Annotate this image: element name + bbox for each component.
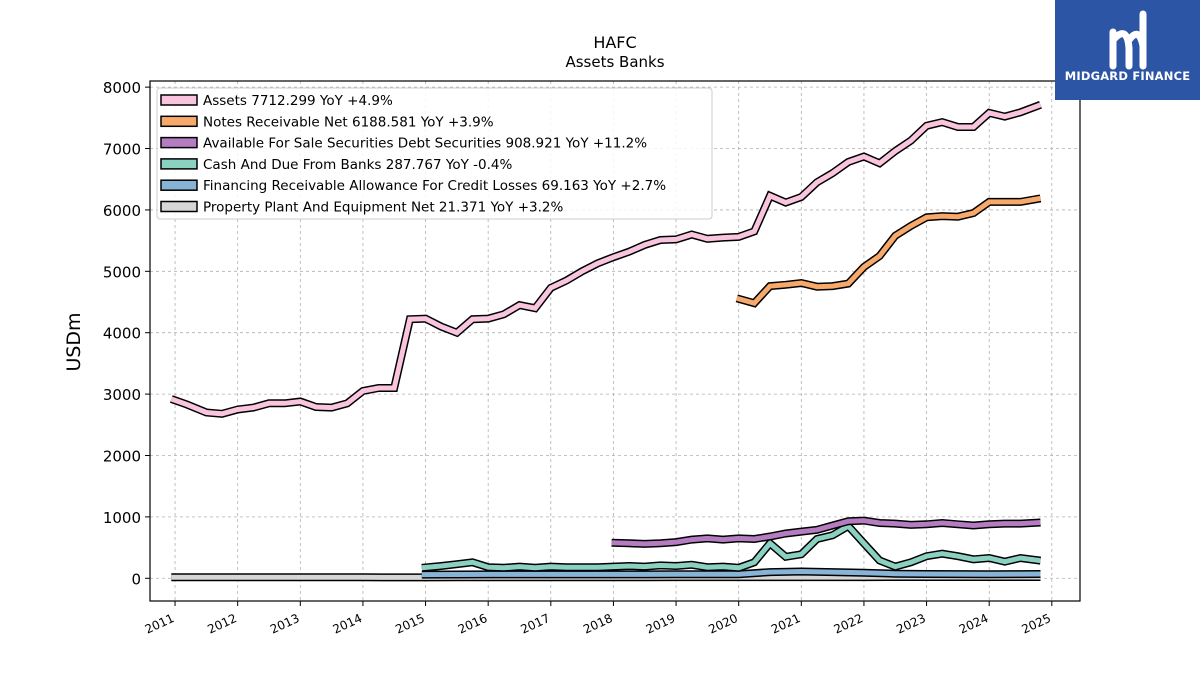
legend-swatch [160,179,198,191]
series-line [421,522,1041,571]
series-lines [169,101,1042,582]
series-line [421,568,1041,578]
axes: 0 1000 2000 3000 4000 5000 6000 7000 8000 2011 201… [103,79,1053,636]
x-tick-label: 2023 [894,611,928,637]
legend-swatch [160,136,198,149]
x-tick-label: 2018 [581,611,615,637]
plot-frame [149,80,1081,602]
legend-swatch [160,158,198,170]
legend-swatch [160,94,198,106]
brand-logo: MIDGARD FINANCE [1055,0,1200,100]
x-tick-label: 2012 [205,611,239,637]
y-tick-label: 1000 [103,509,141,527]
x-tick-label: 2015 [393,611,427,637]
x-tick-label: 2021 [769,611,803,637]
y-tick-label: 3000 [103,386,141,404]
series-line [736,195,1041,307]
brand-logo-text: MIDGARD FINANCE [1064,69,1191,83]
legend-label: Available For Sale Securities Debt Secur… [203,136,647,152]
y-tick-label: 5000 [103,263,141,281]
legend-label: Notes Receivable Net 6188.581 YoY +3.9% [203,114,494,130]
series-line [170,102,1042,417]
y-tick-label: 6000 [103,202,141,220]
x-tick-label: 2011 [143,611,177,637]
chart-title: HAFC [593,33,636,52]
legend-label: Property Plant And Equipment Net 21.371 … [203,200,563,216]
y-tick-label: 0 [131,570,141,588]
legend-box [156,87,713,220]
series-line [611,518,1041,547]
x-tick-label: 2014 [331,611,365,637]
x-tick-label: 2017 [518,611,552,637]
chart-subtitle: Assets Banks [565,53,664,71]
y-axis-label: USDm [63,312,85,371]
series-outline [421,521,1042,572]
legend-label: Assets 7712.299 YoY +4.9% [203,93,393,109]
legend-label: Financing Receivable Allowance For Credi… [203,178,666,194]
x-tick-label: 2020 [706,611,740,637]
legend-swatch [160,200,198,213]
x-tick-label: 2016 [456,611,490,637]
x-tick-label: 2024 [957,611,991,637]
y-tick-label: 7000 [103,141,141,159]
legend: Assets 7712.299 YoY +4.9% Notes Receivabl… [156,87,713,220]
brand-logo-icon [1109,10,1147,70]
y-tick-label: 2000 [103,447,141,465]
y-tick-label: 4000 [103,325,141,343]
x-tick-label: 2025 [1019,611,1053,637]
x-tick-label: 2019 [644,611,678,637]
y-tick-label: 8000 [103,79,141,97]
x-tick-label: 2013 [268,611,302,637]
legend-label: Cash And Due From Banks 287.767 YoY -0.4… [203,157,512,173]
legend-swatch [160,115,198,128]
x-tick-label: 2022 [832,611,866,637]
